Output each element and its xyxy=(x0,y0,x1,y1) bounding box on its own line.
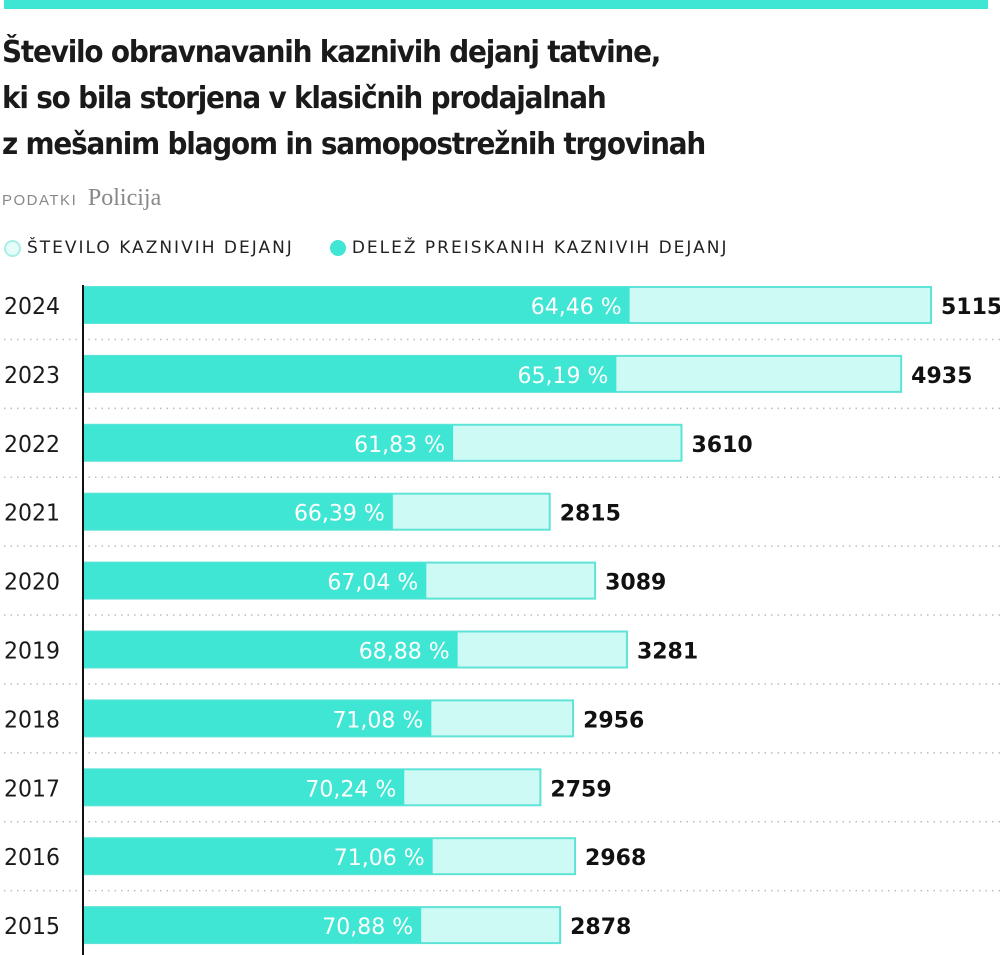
count-label: 3281 xyxy=(637,640,698,665)
year-label: 2016 xyxy=(4,845,60,871)
bar-share xyxy=(83,907,422,944)
count-label: 2759 xyxy=(550,777,611,802)
share-label: 71,06 % xyxy=(334,846,425,871)
bar-share xyxy=(83,355,617,392)
count-label: 2956 xyxy=(583,708,644,733)
legend-outline-circle-icon xyxy=(4,239,21,257)
count-label: 2878 xyxy=(570,915,631,940)
bar-share xyxy=(83,287,630,323)
bar-share xyxy=(83,631,458,668)
share-label: 70,24 % xyxy=(305,777,396,802)
bar-share xyxy=(83,838,433,875)
share-label: 71,08 % xyxy=(332,708,423,733)
legend-filled-circle-icon xyxy=(329,240,346,256)
share-label: 70,88 % xyxy=(322,915,413,940)
year-label: 2019 xyxy=(4,639,60,665)
year-label: 2023 xyxy=(4,363,60,389)
count-label: 2815 xyxy=(560,502,621,527)
bar-share xyxy=(83,700,432,737)
bar-share xyxy=(83,769,405,806)
share-label: 67,04 % xyxy=(327,571,418,596)
title-line: z mešanim blagom in samopostrežnih trgov… xyxy=(2,127,706,162)
share-label: 61,83 % xyxy=(354,433,445,458)
bar-share xyxy=(83,493,393,530)
year-label: 2021 xyxy=(4,501,60,527)
count-label: 4935 xyxy=(911,364,972,389)
year-label: 2024 xyxy=(4,294,60,320)
year-label: 2017 xyxy=(4,776,60,802)
count-label: 3610 xyxy=(691,433,752,458)
bar-share xyxy=(83,562,427,599)
source: PODATKI Policija xyxy=(2,184,161,212)
year-label: 2018 xyxy=(4,707,60,733)
share-label: 66,39 % xyxy=(294,502,385,527)
year-label: 2022 xyxy=(4,432,60,458)
source-label: PODATKI xyxy=(2,192,78,209)
source-value: Policija xyxy=(87,185,162,211)
legend-label-share: DELEŽ PREISKANIH KAZNIVIH DEJANJ xyxy=(351,238,729,258)
share-label: 64,46 % xyxy=(531,295,622,320)
title-line: Število obravnavanih kaznivih dejanj tat… xyxy=(2,35,661,70)
share-label: 68,88 % xyxy=(359,640,450,665)
legend-label-count: ŠTEVILO KAZNIVIH DEJANJ xyxy=(27,238,294,258)
title-line: ki so bila storjena v klasičnih prodajal… xyxy=(2,81,607,116)
count-label: 3089 xyxy=(605,571,666,596)
legend: ŠTEVILO KAZNIVIH DEJANJ DELEŽ PREISKANIH… xyxy=(4,238,729,258)
year-label: 2015 xyxy=(4,914,60,940)
bar-share xyxy=(83,424,454,461)
count-label: 2968 xyxy=(585,846,646,871)
year-label: 2020 xyxy=(4,570,60,596)
count-label: 5115 xyxy=(941,295,1000,320)
share-label: 65,19 % xyxy=(517,364,608,389)
top-accent-stripe xyxy=(4,0,988,9)
chart-title: Število obravnavanih kaznivih dejanj tat… xyxy=(2,30,923,168)
